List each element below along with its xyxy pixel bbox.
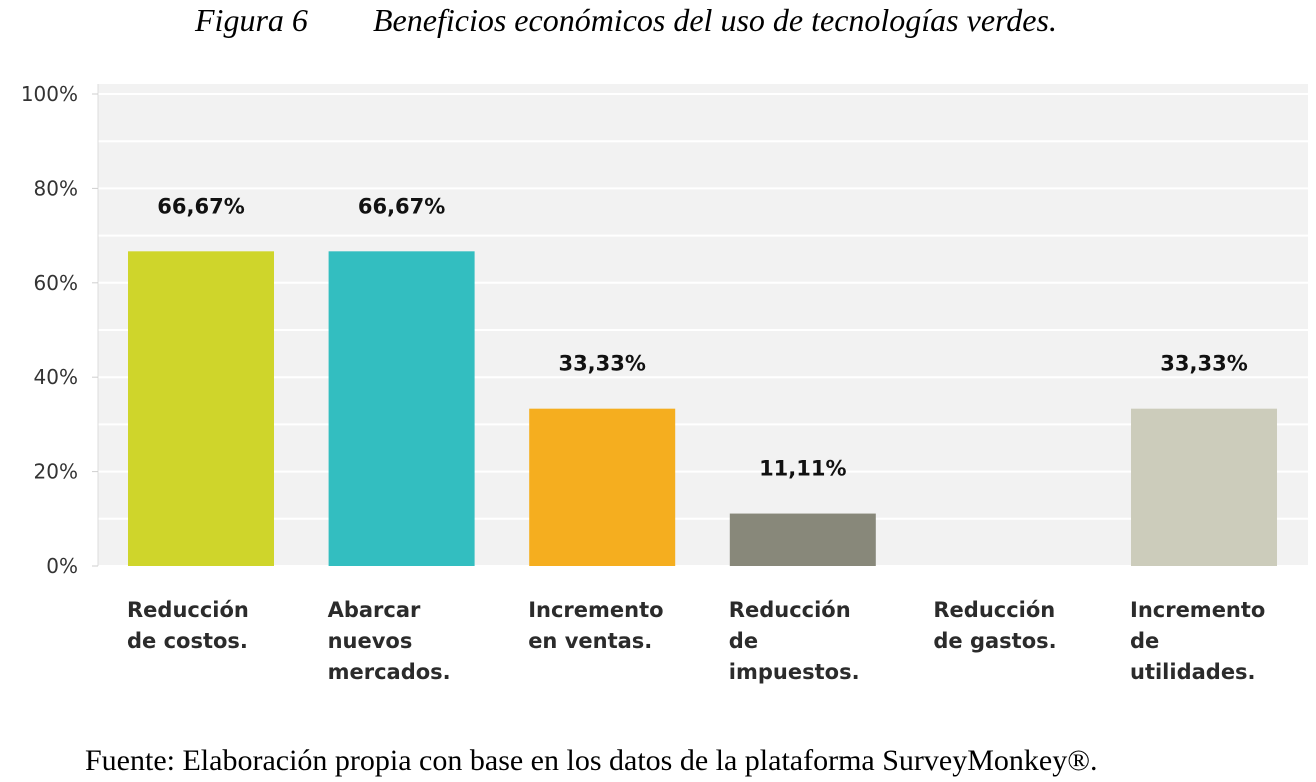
data-label: 11,11% [759, 457, 846, 481]
x-tick-label-line: de costos. [127, 629, 248, 653]
gridlines [97, 84, 1308, 567]
x-tick-label-line: en ventas. [528, 629, 652, 653]
bars [128, 251, 1277, 566]
x-tick-label-line: mercados. [328, 660, 451, 684]
y-tick-label: 20% [34, 460, 78, 484]
data-label: 66,67% [358, 194, 445, 218]
x-tick-label: Incremento en ventas. [528, 598, 663, 653]
y-tick-label: 80% [34, 176, 78, 200]
figure-caption: Figura 6 Beneficios económicos del uso d… [0, 2, 1316, 42]
y-tick-label: 100% [21, 82, 78, 106]
data-label: 33,33% [1160, 352, 1247, 376]
data-label: 66,67% [157, 194, 244, 218]
x-tick-label-line: utilidades. [1130, 660, 1256, 684]
x-tick-label-line: de [1130, 629, 1159, 653]
y-tick-label: 40% [34, 365, 78, 389]
bar [529, 408, 676, 566]
bar [128, 251, 274, 566]
x-tick-label: Reducción de gastos. [933, 598, 1056, 653]
x-axis: Reducción de costos. Abarcar nuevos mercados… [127, 598, 1265, 684]
figure-number: Figura 6 [195, 2, 308, 38]
data-labels: 66,67% 66,67% 33,33% 11,11% 33,33% [157, 194, 1247, 480]
x-tick-label-line: Reducción [127, 598, 249, 622]
x-tick-label-line: de gastos. [933, 629, 1056, 653]
data-label: 33,33% [558, 352, 645, 376]
x-tick-label-line: Incremento [528, 598, 663, 622]
bar-chart: 0% 20% 40% 60% 80% 100% 66,67% 66,67% 33,33% 11,… [21, 82, 1308, 684]
x-tick-label-line: Incremento [1130, 598, 1265, 622]
x-tick-label: Reducción de impuestos. [729, 598, 860, 684]
plot-area [98, 84, 1308, 566]
bar [328, 251, 475, 566]
figure-source: Fuente: Elaboración propia con base en l… [85, 744, 1098, 777]
x-tick-label: Incremento de utilidades. [1130, 598, 1265, 684]
x-tick-label-line: impuestos. [729, 660, 860, 684]
x-tick-label-line: de [729, 629, 758, 653]
x-tick-label-line: Abarcar [328, 598, 421, 622]
bar [1131, 408, 1277, 566]
y-axis: 0% 20% 40% 60% 80% 100% [21, 82, 98, 578]
y-tick-label: 60% [34, 271, 78, 295]
bar [729, 513, 876, 566]
x-tick-label-line: Reducción [729, 598, 851, 622]
x-tick-label-line: Reducción [933, 598, 1055, 622]
figure-title: Beneficios económicos del uso de tecnolo… [373, 2, 1057, 38]
x-tick-label-line: nuevos [328, 629, 413, 653]
x-tick-label: Reducción de costos. [127, 598, 249, 653]
y-tick-label: 0% [46, 554, 78, 578]
x-tick-label: Abarcar nuevos mercados. [328, 598, 451, 684]
